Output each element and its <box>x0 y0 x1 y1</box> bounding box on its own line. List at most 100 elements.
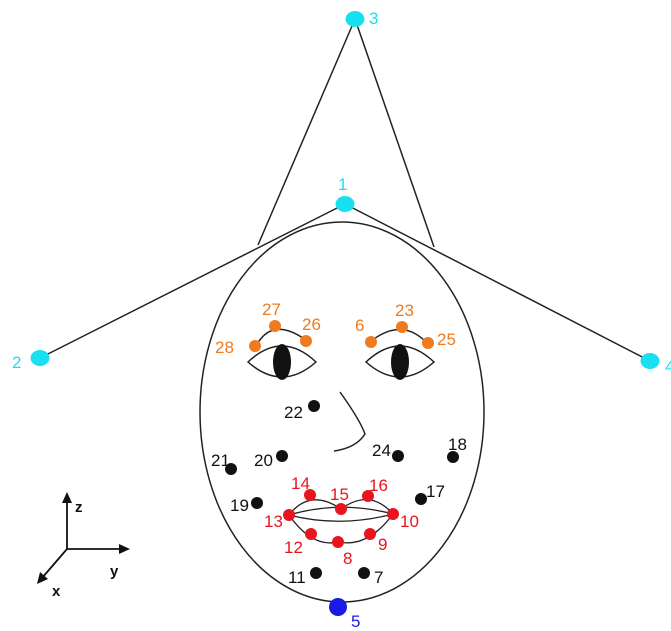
frame-line-1-4 <box>344 203 651 362</box>
y-axis-label: y <box>110 563 119 580</box>
marker-dot-21 <box>225 463 237 475</box>
marker-5: 5 <box>329 598 360 631</box>
marker-dot-26 <box>300 335 312 347</box>
marker-dot-27 <box>269 320 281 332</box>
z-axis-label: z <box>75 499 83 516</box>
frame-line-3-left <box>257 18 356 246</box>
frame-line-3-right <box>354 18 435 248</box>
marker-dot-23 <box>396 321 408 333</box>
marker-label-25: 25 <box>437 330 456 349</box>
marker-28: 28 <box>215 338 261 357</box>
marker-17: 17 <box>415 482 445 505</box>
left-pupil <box>273 344 291 380</box>
marker-18: 18 <box>447 435 467 463</box>
marker-20: 20 <box>254 450 288 470</box>
marker-8: 8 <box>332 536 352 568</box>
marker-dot-19 <box>251 497 263 509</box>
marker-dot-9 <box>364 528 376 540</box>
marker-label-22: 22 <box>284 403 303 422</box>
marker-7: 7 <box>358 567 383 587</box>
marker-26: 26 <box>300 315 321 347</box>
marker-label-23: 23 <box>395 301 414 320</box>
x-axis-arrowhead <box>37 572 48 584</box>
marker-dot-13 <box>283 509 295 521</box>
marker-label-21: 21 <box>211 451 230 470</box>
marker-12: 12 <box>284 528 317 557</box>
head-frame <box>39 18 651 362</box>
frame-line-1-2 <box>39 203 346 359</box>
marker-27: 27 <box>262 300 281 332</box>
marker-22: 22 <box>284 400 320 422</box>
marker-label-1: 1 <box>338 175 347 194</box>
marker-label-8: 8 <box>343 549 352 568</box>
marker-dot-14 <box>304 489 316 501</box>
z-axis-arrowhead <box>62 492 72 503</box>
marker-19: 19 <box>230 496 263 515</box>
marker-label-15: 15 <box>330 485 349 504</box>
marker-10: 10 <box>387 508 419 531</box>
marker-25: 25 <box>422 330 456 349</box>
marker-dot-6 <box>365 336 377 348</box>
x-axis-label: x <box>52 583 61 600</box>
marker-dot-22 <box>308 400 320 412</box>
marker-24: 24 <box>372 441 404 462</box>
marker-4: 4 <box>640 353 671 376</box>
marker-label-13: 13 <box>264 512 283 531</box>
marker-label-2: 2 <box>12 353 21 372</box>
marker-label-12: 12 <box>284 538 303 557</box>
right-eye <box>364 344 436 380</box>
marker-label-10: 10 <box>400 512 419 531</box>
marker-label-19: 19 <box>230 496 249 515</box>
left-eyebrow-arc <box>255 328 307 347</box>
marker-dot-28 <box>249 340 261 352</box>
marker-label-14: 14 <box>291 474 310 493</box>
marker-label-20: 20 <box>254 451 273 470</box>
marker-dot-16 <box>362 490 374 502</box>
marker-label-5: 5 <box>351 612 360 631</box>
marker-label-7: 7 <box>374 568 383 587</box>
marker-11: 11 <box>288 567 322 587</box>
marker-dot-7 <box>358 567 370 579</box>
marker-label-4: 4 <box>665 357 671 376</box>
marker-label-26: 26 <box>302 315 321 334</box>
marker-label-3: 3 <box>369 9 378 28</box>
marker-dot-11 <box>310 567 322 579</box>
x-axis <box>41 548 68 579</box>
marker-dot-10 <box>387 508 399 520</box>
marker-label-24: 24 <box>372 441 391 460</box>
marker-dot-12 <box>305 528 317 540</box>
marker-label-28: 28 <box>215 338 234 357</box>
marker-dot-17 <box>415 493 427 505</box>
nose-line <box>333 391 366 452</box>
marker-dot-15 <box>335 503 347 515</box>
marker-dot-4 <box>640 353 660 369</box>
marker-6: 6 <box>355 316 377 348</box>
marker-dot-8 <box>332 536 344 548</box>
marker-label-27: 27 <box>262 300 281 319</box>
marker-label-11: 11 <box>288 568 306 587</box>
marker-3: 3 <box>345 9 378 28</box>
coordinate-axes <box>37 492 130 584</box>
marker-dot-5 <box>329 598 347 616</box>
right-pupil <box>391 344 409 380</box>
marker-label-16: 16 <box>369 476 388 495</box>
right-eye-outline <box>364 345 436 378</box>
marker-1: 1 <box>335 175 355 212</box>
left-eye-outline <box>246 345 318 378</box>
marker-15: 15 <box>330 485 349 515</box>
marker-14: 14 <box>291 474 316 501</box>
marker-21: 21 <box>211 451 237 475</box>
marker-dot-18 <box>447 451 459 463</box>
marker-label-17: 17 <box>426 482 445 501</box>
y-axis-arrowhead <box>119 544 130 554</box>
marker-9: 9 <box>364 528 387 554</box>
marker-dot-20 <box>276 450 288 462</box>
marker-2: 2 <box>12 350 50 372</box>
marker-label-9: 9 <box>378 535 387 554</box>
marker-dot-1 <box>335 196 355 212</box>
marker-dot-24 <box>392 450 404 462</box>
marker-label-18: 18 <box>448 435 467 454</box>
marker-dot-25 <box>422 337 434 349</box>
